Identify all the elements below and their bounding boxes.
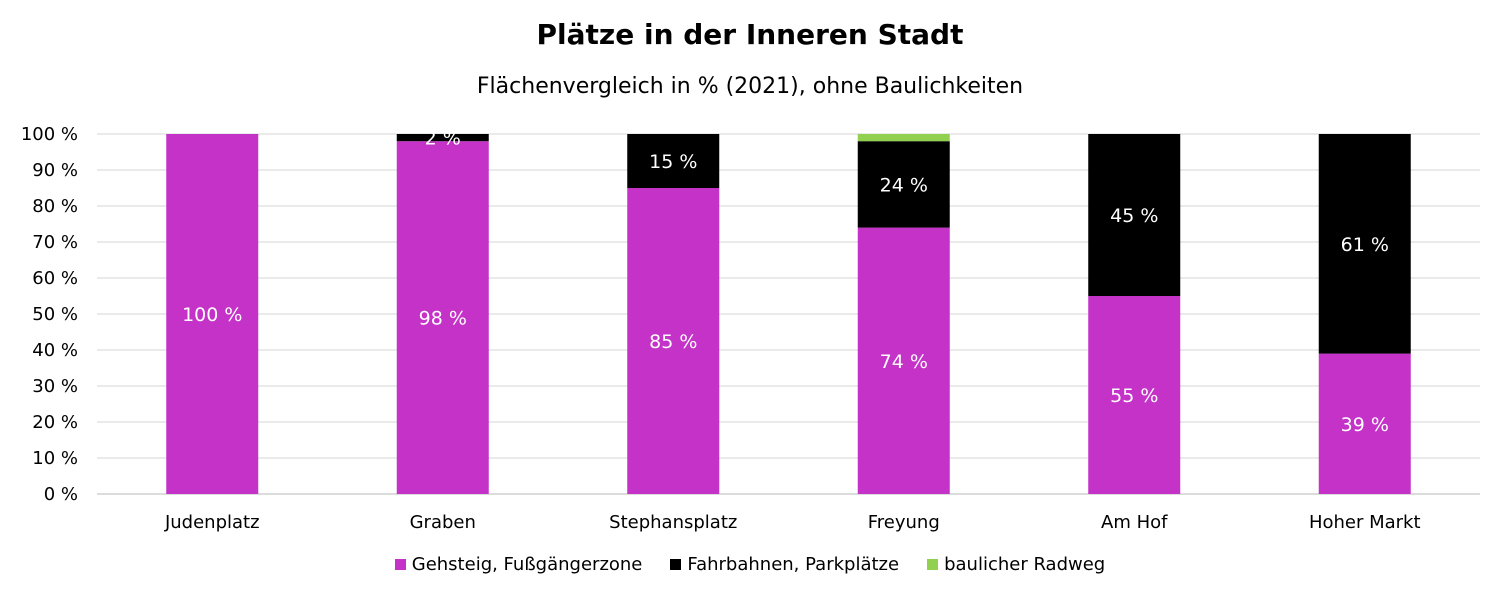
bar-segment [627, 188, 720, 494]
legend-label: Gehsteig, Fußgängerzone [411, 554, 643, 575]
legend-label: Fahrbahnen, Parkplätze [687, 554, 900, 575]
bar-segment [857, 227, 950, 494]
y-tick-label: 90 % [32, 160, 78, 181]
legend-swatch [394, 559, 406, 570]
bar-segment [1088, 296, 1181, 494]
x-tick-label: Hoher Markt [1309, 512, 1421, 533]
data-label: 61 % [1341, 234, 1389, 256]
chart-title: Plätze in der Inneren Stadt [536, 18, 964, 51]
x-tick-label: Freyung [868, 512, 940, 533]
data-label: 39 % [1341, 414, 1389, 436]
data-label: 74 % [880, 351, 928, 373]
bar-segment [396, 134, 489, 142]
legend-item: Gehsteig, Fußgängerzone [394, 554, 643, 575]
data-label: 24 % [880, 174, 928, 196]
data-label: 85 % [649, 331, 697, 353]
y-tick-label: 20 % [32, 412, 78, 433]
x-tick-label: Judenplatz [164, 512, 260, 533]
legend-swatch [927, 559, 939, 570]
data-label: 2 % [425, 128, 461, 150]
legend: Gehsteig, Fußgängerzone Fahrbahnen, Parkp… [0, 554, 1500, 575]
data-label: 55 % [1110, 385, 1158, 407]
bar-segment [1318, 353, 1411, 494]
x-tick-label: Graben [410, 512, 476, 533]
bar-segment [857, 141, 950, 228]
data-label: 15 % [649, 151, 697, 173]
y-tick-label: 60 % [32, 268, 78, 289]
y-tick-label: 100 % [21, 124, 78, 145]
y-tick-label: 0 % [44, 484, 78, 505]
bar-segment [1088, 134, 1181, 296]
y-tick-label: 50 % [32, 304, 78, 325]
bar-segment [166, 134, 259, 494]
bar-segment [1318, 134, 1411, 354]
bar-segment [627, 134, 720, 188]
legend-swatch [670, 559, 682, 570]
data-label: 98 % [419, 308, 467, 330]
y-tick-label: 70 % [32, 232, 78, 253]
x-tick-label: Am Hof [1101, 512, 1168, 533]
bar-segment [857, 134, 950, 142]
chart-subtitle: Flächenvergleich in % (2021), ohne Bauli… [476, 74, 1024, 99]
legend-item: Fahrbahnen, Parkplätze [670, 554, 899, 575]
legend-label: baulicher Radweg [944, 554, 1106, 575]
data-label: 45 % [1110, 205, 1158, 227]
x-tick-label: Stephansplatz [609, 512, 737, 533]
y-tick-label: 10 % [32, 448, 78, 469]
y-tick-label: 30 % [32, 376, 78, 397]
bar-segment [396, 141, 489, 494]
y-tick-label: 40 % [32, 340, 78, 361]
data-label: 100 % [182, 304, 242, 326]
legend-item: baulicher Radweg [927, 554, 1105, 575]
y-tick-label: 80 % [32, 196, 78, 217]
